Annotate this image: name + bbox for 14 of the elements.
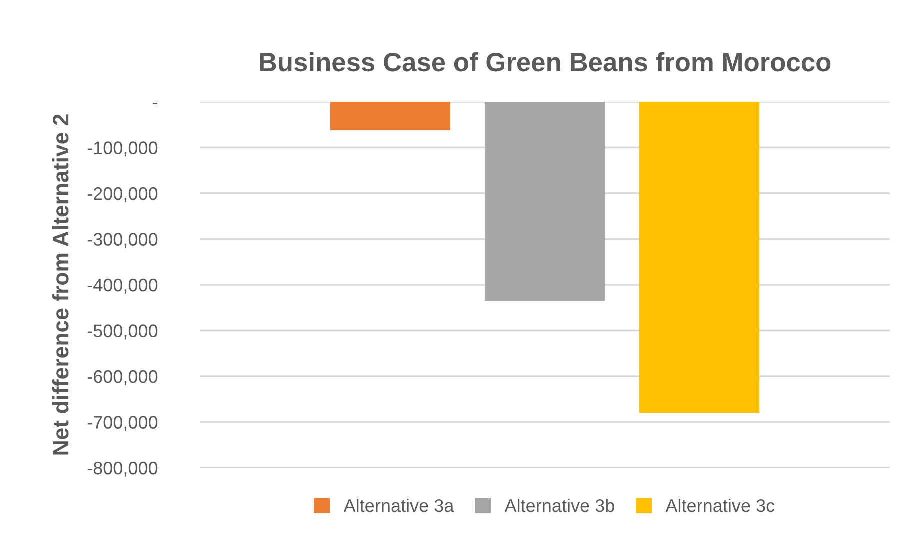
y-tick-label: -700,000 <box>88 416 158 432</box>
y-axis-title: Net difference from Alternative 2 <box>52 114 69 455</box>
y-tick-label: -800,000 <box>88 462 158 477</box>
legend-label: Alternative 3c <box>666 498 775 512</box>
y-tick-label: -500,000 <box>88 324 158 340</box>
legend-label: Alternative 3b <box>504 498 614 512</box>
y-tick-label: - <box>153 103 158 104</box>
chart-title: Business Case of Green Beans from Morocco <box>260 52 831 72</box>
y-tick-label: -200,000 <box>88 187 158 202</box>
legend-label: Alternative 3a <box>344 498 454 512</box>
y-tick-label: -100,000 <box>88 142 158 157</box>
y-tick-label: -600,000 <box>88 370 158 386</box>
y-tick-label: -400,000 <box>88 278 158 294</box>
y-tick-label: -300,000 <box>88 233 158 248</box>
